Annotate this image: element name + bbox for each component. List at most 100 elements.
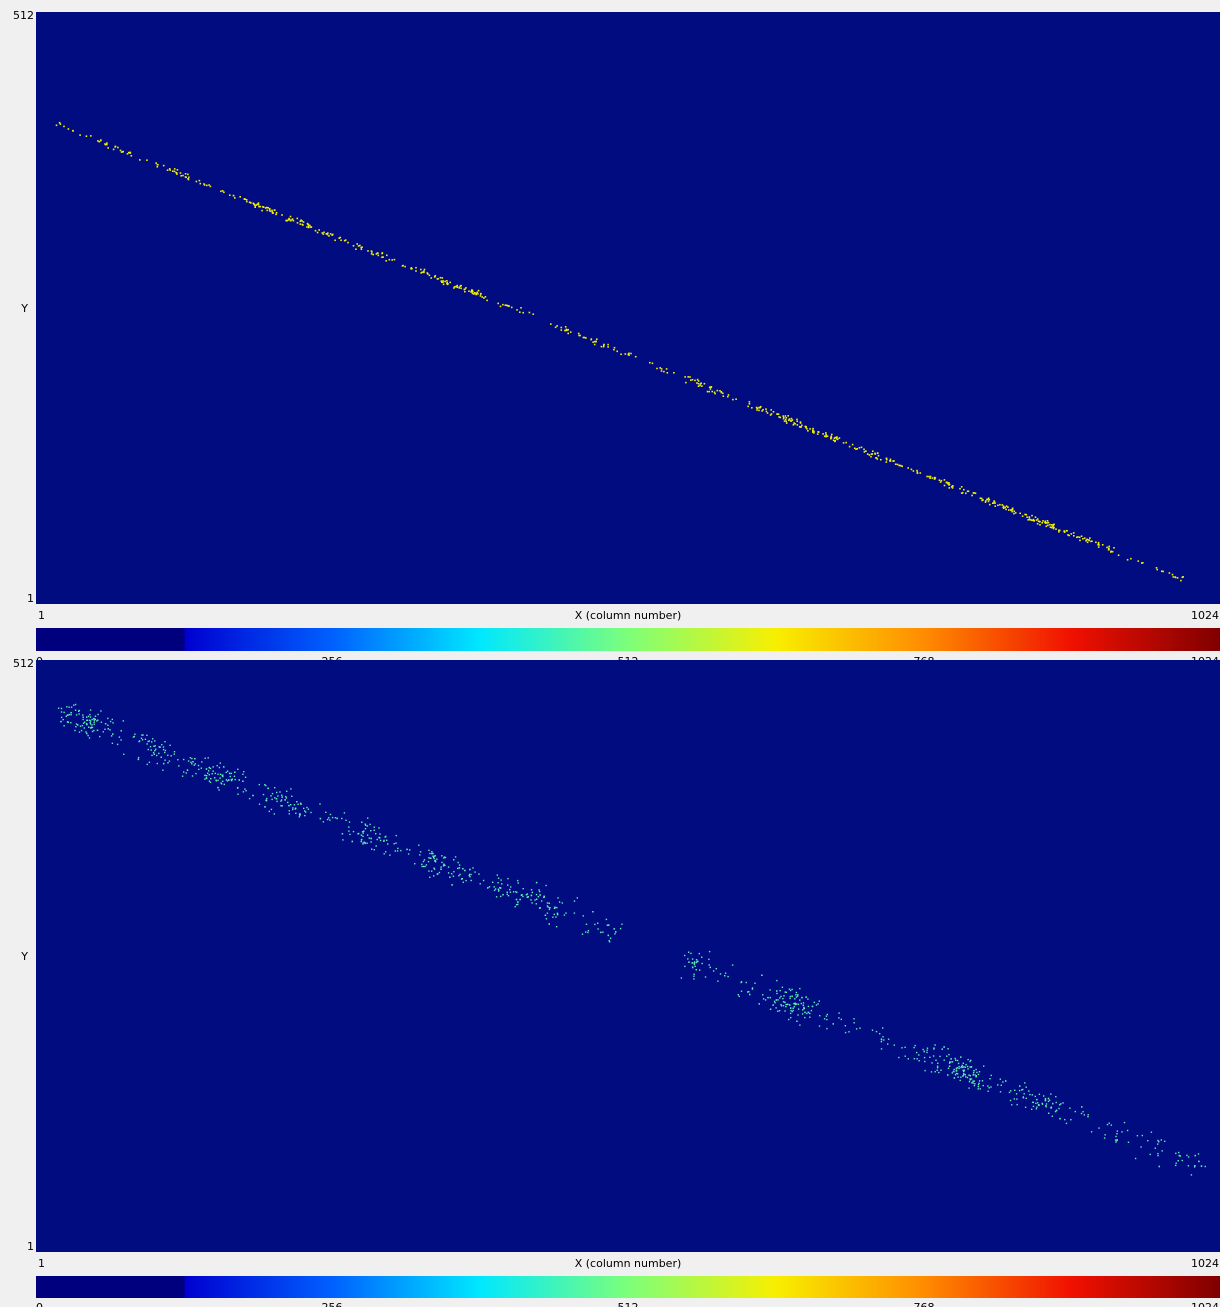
speckle	[443, 864, 445, 866]
speckle	[328, 235, 330, 237]
speckle	[985, 500, 987, 502]
speckle	[581, 933, 584, 935]
speckle	[765, 408, 767, 410]
speckle	[178, 765, 180, 767]
speckle	[748, 991, 750, 993]
speckle	[1065, 529, 1068, 532]
speckle	[798, 425, 801, 428]
speckle	[465, 879, 467, 882]
speckle	[1052, 527, 1055, 530]
speckle	[517, 901, 519, 903]
speckle	[948, 1065, 951, 1067]
speckle	[395, 834, 397, 837]
speckle	[1116, 1139, 1118, 1141]
speckle	[790, 420, 792, 422]
speckle	[987, 1090, 989, 1092]
speckle	[1175, 1164, 1177, 1167]
speckle	[1010, 509, 1013, 511]
speckle	[696, 378, 699, 381]
speckle	[176, 173, 178, 175]
speckle	[78, 713, 80, 715]
speckle	[409, 849, 411, 851]
speckle	[276, 791, 278, 794]
speckle	[418, 844, 420, 846]
speckle	[954, 1057, 956, 1060]
speckle	[1097, 546, 1100, 548]
speckle	[896, 463, 899, 466]
speckle	[421, 865, 423, 868]
speckle	[488, 886, 491, 888]
speckle	[717, 980, 719, 982]
speckle	[255, 204, 258, 206]
speckle	[137, 756, 140, 759]
speckle	[507, 884, 509, 886]
speckle	[706, 390, 709, 393]
speckle	[239, 196, 241, 198]
speckle	[712, 970, 715, 972]
speckle	[1106, 1123, 1109, 1126]
speckle	[1032, 1105, 1035, 1108]
speckle	[935, 1059, 937, 1061]
speckle	[93, 723, 95, 725]
speckle	[546, 902, 549, 904]
speckle	[430, 857, 432, 859]
speckle	[293, 804, 296, 806]
speckle	[510, 306, 513, 309]
speckle	[396, 850, 399, 852]
speckle	[613, 346, 616, 349]
speckle	[462, 868, 464, 870]
speckle	[813, 430, 815, 433]
speckle	[169, 169, 171, 171]
speckle	[923, 1056, 926, 1059]
speckle	[792, 424, 795, 426]
speckle	[965, 492, 967, 495]
speckle	[923, 1050, 925, 1053]
speckle	[990, 1074, 992, 1077]
speckle	[694, 379, 696, 382]
speckle	[1160, 1139, 1162, 1141]
speckle	[478, 873, 480, 875]
speckle	[885, 461, 888, 463]
speckle	[146, 743, 148, 745]
speckle	[298, 813, 301, 815]
speckle	[288, 218, 291, 221]
speckle	[1111, 550, 1114, 553]
speckle	[851, 443, 854, 446]
speckle	[880, 458, 882, 461]
speckle	[651, 362, 654, 365]
speckle	[93, 721, 95, 723]
speckle	[916, 469, 918, 472]
speckle	[244, 788, 246, 790]
speckle	[1005, 1080, 1007, 1082]
speckle	[1000, 1084, 1002, 1086]
speckle	[1045, 522, 1047, 524]
speckle	[304, 814, 306, 817]
speckle	[1047, 524, 1049, 527]
speckle	[72, 129, 74, 132]
speckle	[1158, 1165, 1160, 1168]
speckle	[774, 1002, 776, 1004]
speckle	[1089, 537, 1091, 539]
speckle	[117, 146, 119, 149]
speckle	[934, 1071, 936, 1073]
speckle	[434, 860, 436, 862]
speckle	[158, 746, 160, 748]
speckle	[714, 392, 716, 395]
speckle	[78, 710, 80, 712]
speckle	[756, 409, 758, 411]
speckle	[362, 843, 364, 845]
speckle	[310, 226, 313, 228]
speckle	[1055, 1109, 1058, 1112]
speckle	[977, 1088, 979, 1090]
speckle	[208, 774, 210, 776]
speckle	[1035, 1102, 1037, 1104]
speckle	[82, 714, 84, 716]
speckle	[776, 990, 778, 992]
speckle	[708, 964, 710, 966]
speckle	[362, 832, 364, 834]
speckle	[185, 772, 187, 774]
speckle	[948, 1062, 951, 1064]
speckle	[1141, 1134, 1143, 1137]
speckle	[528, 311, 531, 314]
